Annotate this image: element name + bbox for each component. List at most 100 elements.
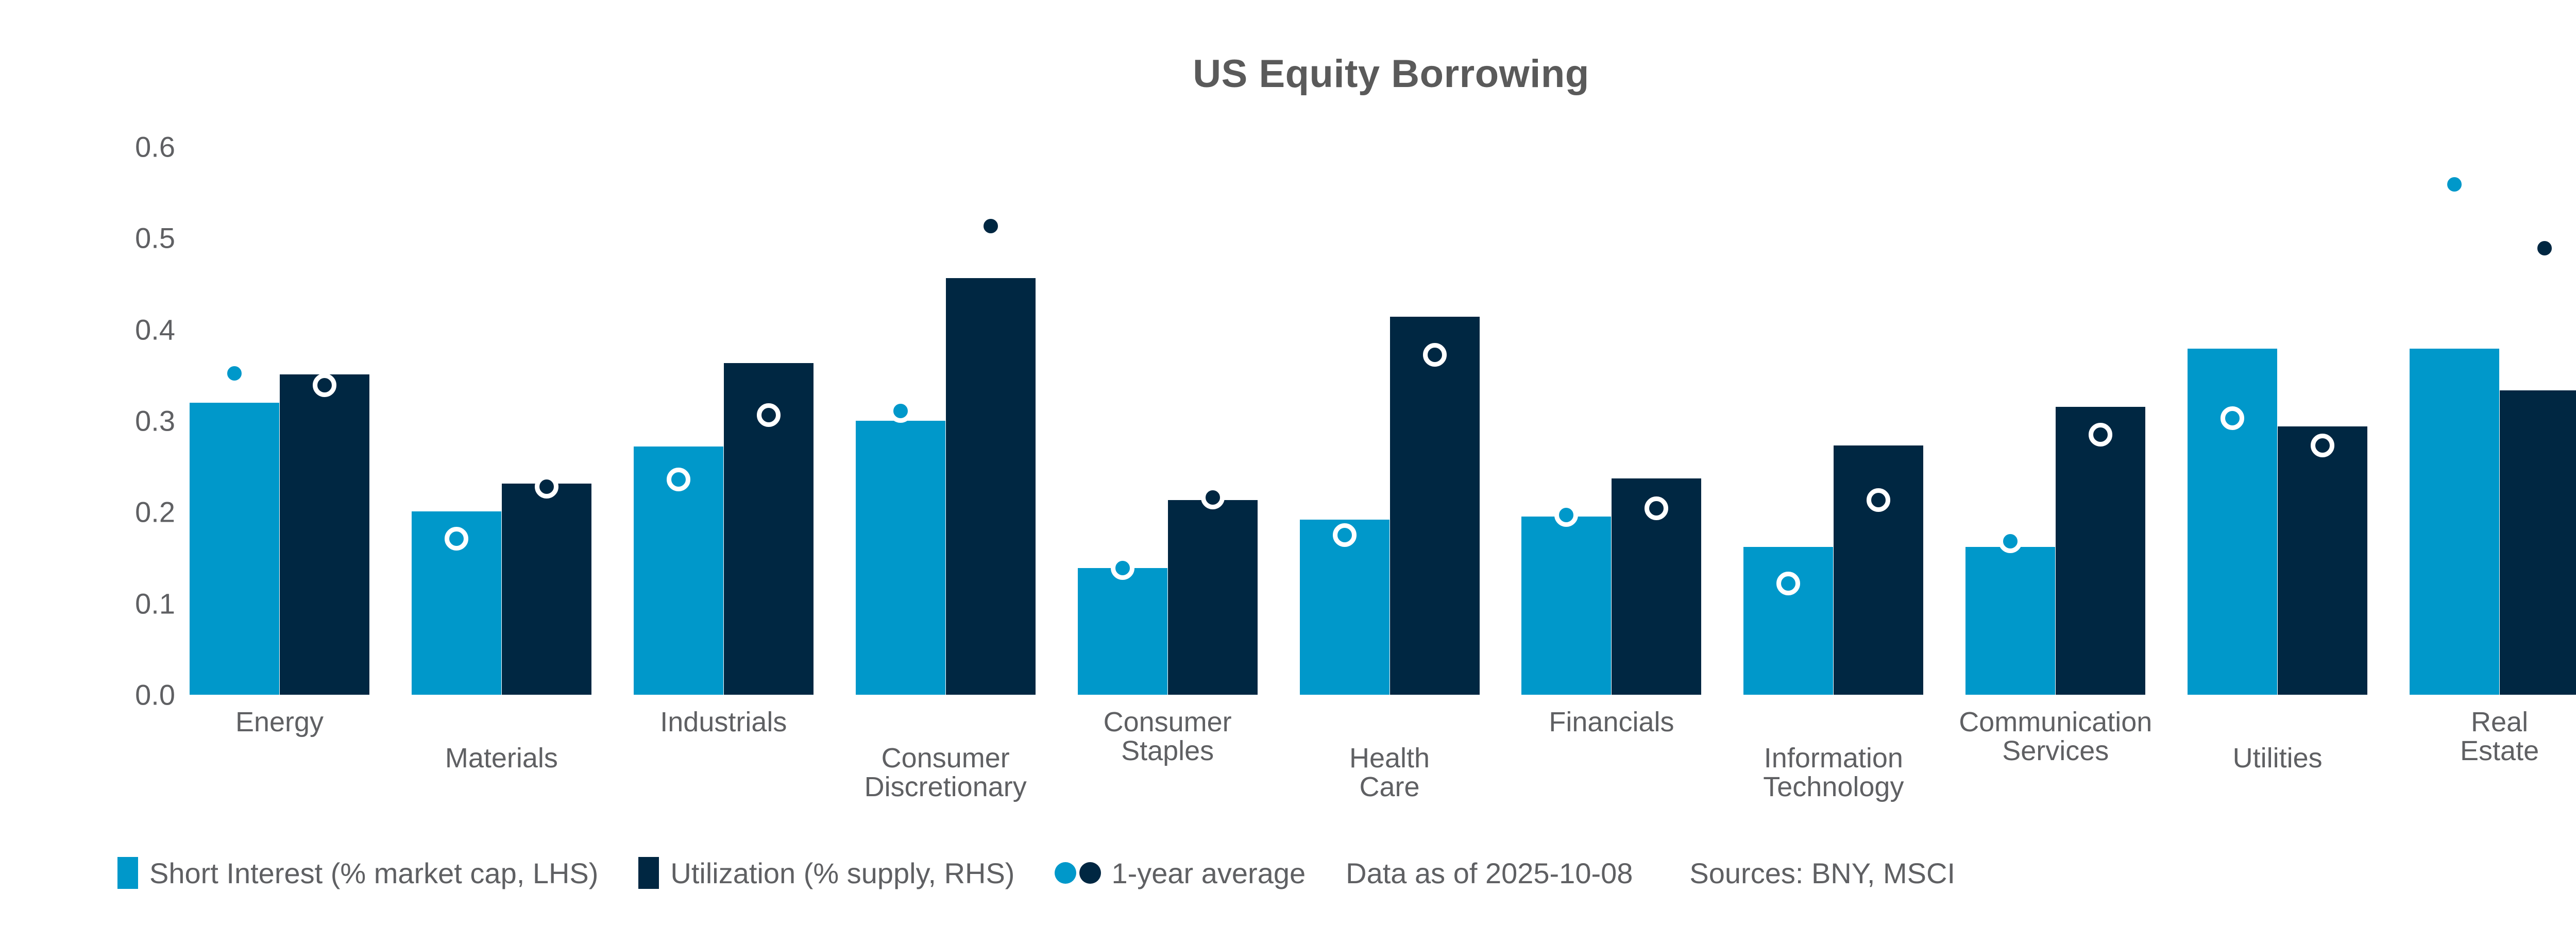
- x-axis-category-label: Consumer Discretionary: [865, 744, 1027, 801]
- y-axis-left-tick: 0.4: [135, 313, 175, 346]
- x-axis-category-line: Discretionary: [864, 771, 1027, 802]
- x-axis-category-label: Health Care: [1349, 744, 1430, 801]
- sources-label: Sources: BNY, MSCI: [1689, 856, 1955, 889]
- short-interest-swatch-icon: [117, 857, 138, 889]
- x-axis-category-line: Care: [1359, 771, 1420, 802]
- bar-group: Energy: [190, 147, 369, 736]
- x-axis-category-label: Real Estate: [2460, 708, 2539, 765]
- x-axis-category-label: Materials: [445, 744, 558, 773]
- x-axis-category-label: Information Technology: [1763, 744, 1904, 801]
- average-marker-short-interest: [1554, 503, 1579, 527]
- average-marker-utilization: [2311, 433, 2335, 457]
- chart-legend: Short Interest (% market cap, LHS) Utili…: [117, 855, 2012, 891]
- average-marker-short-interest: [444, 526, 468, 551]
- bar-group: Health Care: [1299, 147, 1480, 801]
- x-axis-category-line: Communication: [1959, 707, 2153, 737]
- x-axis-category-label: Industrials: [660, 708, 787, 737]
- y-axis-left-tick: 0.5: [135, 221, 175, 254]
- x-axis-category-line: Estate: [2460, 735, 2539, 766]
- x-axis-category-line: Energy: [235, 707, 324, 737]
- bar-utilization[interactable]: [280, 374, 369, 695]
- x-axis-category-label: Communication Services: [1959, 708, 2152, 765]
- legend-label-utilization: Utilization (% supply, RHS): [670, 856, 1015, 889]
- average-marker-utilization: [756, 403, 781, 427]
- x-axis-category-line: Technology: [1763, 771, 1904, 802]
- x-axis-category-label: Utilities: [2233, 744, 2323, 773]
- average-marker-short-interest: [223, 361, 246, 385]
- bar-short-interest[interactable]: [1965, 546, 2056, 695]
- bar-utilization[interactable]: [2500, 390, 2576, 695]
- bar-short-interest[interactable]: [2188, 348, 2278, 695]
- average-marker-short-interest: [2221, 406, 2245, 430]
- legend-item-utilization[interactable]: Utilization (% supply, RHS): [638, 856, 1014, 890]
- y-axis-left-tick: 0.0: [135, 678, 175, 711]
- x-axis-category-line: Information: [1764, 743, 1903, 774]
- x-axis-category-line: Consumer: [1103, 707, 1232, 737]
- bar-short-interest[interactable]: [1299, 519, 1389, 695]
- x-axis-category-line: Health: [1349, 743, 1430, 774]
- average-dot-utilization-icon: [1079, 862, 1101, 884]
- x-axis-category-line: Industrials: [660, 707, 787, 737]
- average-marker-utilization: [2089, 422, 2113, 447]
- bar-group: Consumer Staples: [1077, 147, 1258, 765]
- average-dot-short-interest-icon: [1055, 862, 1077, 884]
- average-marker-utilization: [978, 214, 1003, 238]
- average-marker-utilization: [1645, 496, 1669, 521]
- average-marker-utilization: [534, 474, 558, 499]
- utilization-swatch-icon: [638, 857, 659, 889]
- bar-short-interest[interactable]: [190, 402, 279, 695]
- legend-item-average[interactable]: 1-year average: [1055, 856, 1306, 890]
- y-axis-left-tick: 0.6: [135, 130, 175, 163]
- bar-utilization[interactable]: [945, 278, 1036, 695]
- x-axis-category-line: Services: [2002, 735, 2109, 766]
- average-marker-utilization: [1422, 343, 1447, 367]
- average-marker-short-interest: [1998, 529, 2023, 554]
- plot-area: Energy Materials Industrials Consumer Discre…: [190, 147, 2576, 801]
- legend-item-short-interest[interactable]: Short Interest (% market cap, LHS): [117, 856, 598, 890]
- average-marker-short-interest: [1332, 523, 1357, 547]
- y-axis-left-tick: 0.1: [135, 587, 175, 620]
- bar-short-interest[interactable]: [1077, 568, 1167, 695]
- bar-group: Industrials: [633, 147, 814, 736]
- y-axis-left-tick: 0.2: [135, 495, 175, 528]
- average-marker-short-interest: [2443, 172, 2467, 196]
- bar-group: Utilities: [2188, 147, 2368, 772]
- x-axis-category-label: Consumer Staples: [1104, 708, 1232, 765]
- bar-short-interest[interactable]: [1521, 517, 1612, 695]
- bar-group: Financials: [1521, 147, 1702, 736]
- page-title: US Equity Borrowing: [1193, 52, 1589, 96]
- bar-group: Materials: [411, 147, 591, 772]
- average-marker-short-interest: [1776, 571, 1801, 595]
- average-marker-short-interest: [1110, 556, 1134, 580]
- bar-utilization[interactable]: [2056, 407, 2146, 695]
- x-axis-category-line: Consumer: [881, 743, 1010, 774]
- bar-utilization[interactable]: [1389, 316, 1480, 695]
- bar-short-interest[interactable]: [1743, 546, 1834, 695]
- bar-utilization[interactable]: [1167, 500, 1258, 695]
- data-as-of-label: Data as of 2025-10-08: [1346, 856, 1633, 889]
- x-axis-category-label: Financials: [1549, 708, 1674, 737]
- bar-short-interest[interactable]: [2410, 348, 2500, 695]
- y-axis-left-tick: 0.3: [135, 404, 175, 437]
- average-marker-icon: [1055, 862, 1101, 884]
- x-axis-category-line: Utilities: [2232, 743, 2323, 774]
- average-marker-utilization: [313, 373, 336, 397]
- x-axis-category-line: Real: [2471, 707, 2529, 737]
- x-axis-category-line: Materials: [445, 743, 558, 774]
- bar-group: Communication Services: [1959, 147, 2152, 765]
- bar-short-interest[interactable]: [855, 421, 945, 695]
- x-axis-category-line: Financials: [1549, 707, 1674, 737]
- bar-utilization[interactable]: [1834, 445, 1924, 695]
- average-marker-utilization: [1200, 485, 1225, 509]
- legend-label-short-interest: Short Interest (% market cap, LHS): [149, 856, 599, 889]
- average-marker-short-interest: [666, 467, 690, 491]
- legend-label-average: 1-year average: [1111, 856, 1306, 889]
- x-axis-category-label: Energy: [235, 708, 324, 737]
- bar-group: Consumer Discretionary: [855, 147, 1036, 801]
- average-marker-utilization: [1867, 488, 1891, 512]
- bar-group: Real Estate: [2410, 147, 2576, 765]
- bar-utilization[interactable]: [501, 484, 591, 695]
- bar-utilization[interactable]: [2278, 426, 2368, 695]
- average-marker-short-interest: [888, 399, 912, 423]
